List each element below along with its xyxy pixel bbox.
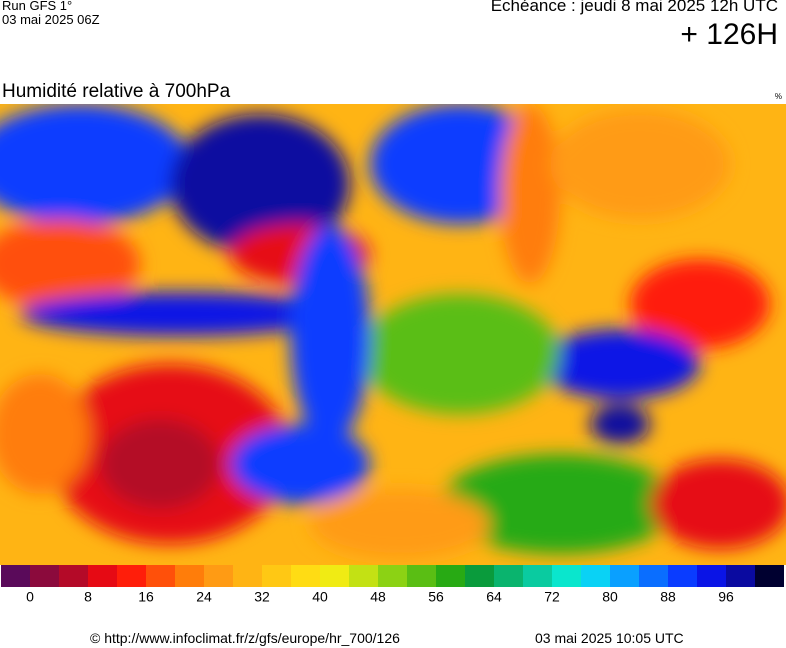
colorbar-label: 48: [370, 589, 386, 605]
colorbar-swatch: [668, 565, 697, 587]
colorbar-swatch: [30, 565, 59, 587]
colorbar-label: 40: [312, 589, 328, 605]
colorbar-label: 0: [26, 589, 34, 605]
colorbar-label: 24: [196, 589, 212, 605]
map-title: Humidité relative à 700hPa: [2, 81, 231, 102]
colorbar-swatch: [117, 565, 146, 587]
humidity-field: [0, 104, 786, 559]
colorbar-label: 16: [138, 589, 154, 605]
colorbar-swatch: [320, 565, 349, 587]
colorbar-label: 56: [428, 589, 444, 605]
colorbar-swatch: [581, 565, 610, 587]
source-url: © http://www.infoclimat.fr/z/gfs/europe/…: [90, 630, 400, 646]
colorbar-swatch: [407, 565, 436, 587]
colorbar-label: 80: [602, 589, 618, 605]
map: [0, 104, 786, 565]
colorbar-swatch: [175, 565, 204, 587]
colorbar-swatch: [204, 565, 233, 587]
colorbar-swatch: [523, 565, 552, 587]
run-date: 03 mai 2025 06Z: [2, 12, 100, 27]
lead-time: + 126H: [680, 18, 778, 51]
colorbar-swatch: [378, 565, 407, 587]
generated-time: 03 mai 2025 10:05 UTC: [535, 630, 684, 646]
colorbar-label: 8: [84, 589, 92, 605]
run-label: Run GFS 1°: [2, 0, 73, 13]
colorbar-label: 64: [486, 589, 502, 605]
colorbar-swatch: [639, 565, 668, 587]
colorbar-swatch: [755, 565, 784, 587]
colorbar-swatch: [291, 565, 320, 587]
colorbar-swatch: [349, 565, 378, 587]
colorbar-swatch: [146, 565, 175, 587]
colorbar-swatch: [726, 565, 755, 587]
colorbar-swatch: [610, 565, 639, 587]
colorbar-swatch: [59, 565, 88, 587]
valid-time: Echéance : jeudi 8 mai 2025 12h UTC: [490, 0, 778, 15]
colorbar: 0 8 16 24 32 40 48 56 64 72 80 88 96: [1, 565, 784, 605]
unit: %: [774, 92, 782, 101]
colorbar-swatch: [262, 565, 291, 587]
colorbar-swatch: [436, 565, 465, 587]
colorbar-swatch: [88, 565, 117, 587]
colorbar-swatch: [233, 565, 262, 587]
colorbar-label: 96: [718, 589, 734, 605]
colorbar-label: 72: [544, 589, 560, 605]
colorbar-swatch: [697, 565, 726, 587]
colorbar-swatch: [465, 565, 494, 587]
colorbar-label: 88: [660, 589, 676, 605]
colorbar-swatch: [552, 565, 581, 587]
colorbar-swatch: [494, 565, 523, 587]
colorbar-label: 32: [254, 589, 270, 605]
colorbar-swatch: [1, 565, 30, 587]
